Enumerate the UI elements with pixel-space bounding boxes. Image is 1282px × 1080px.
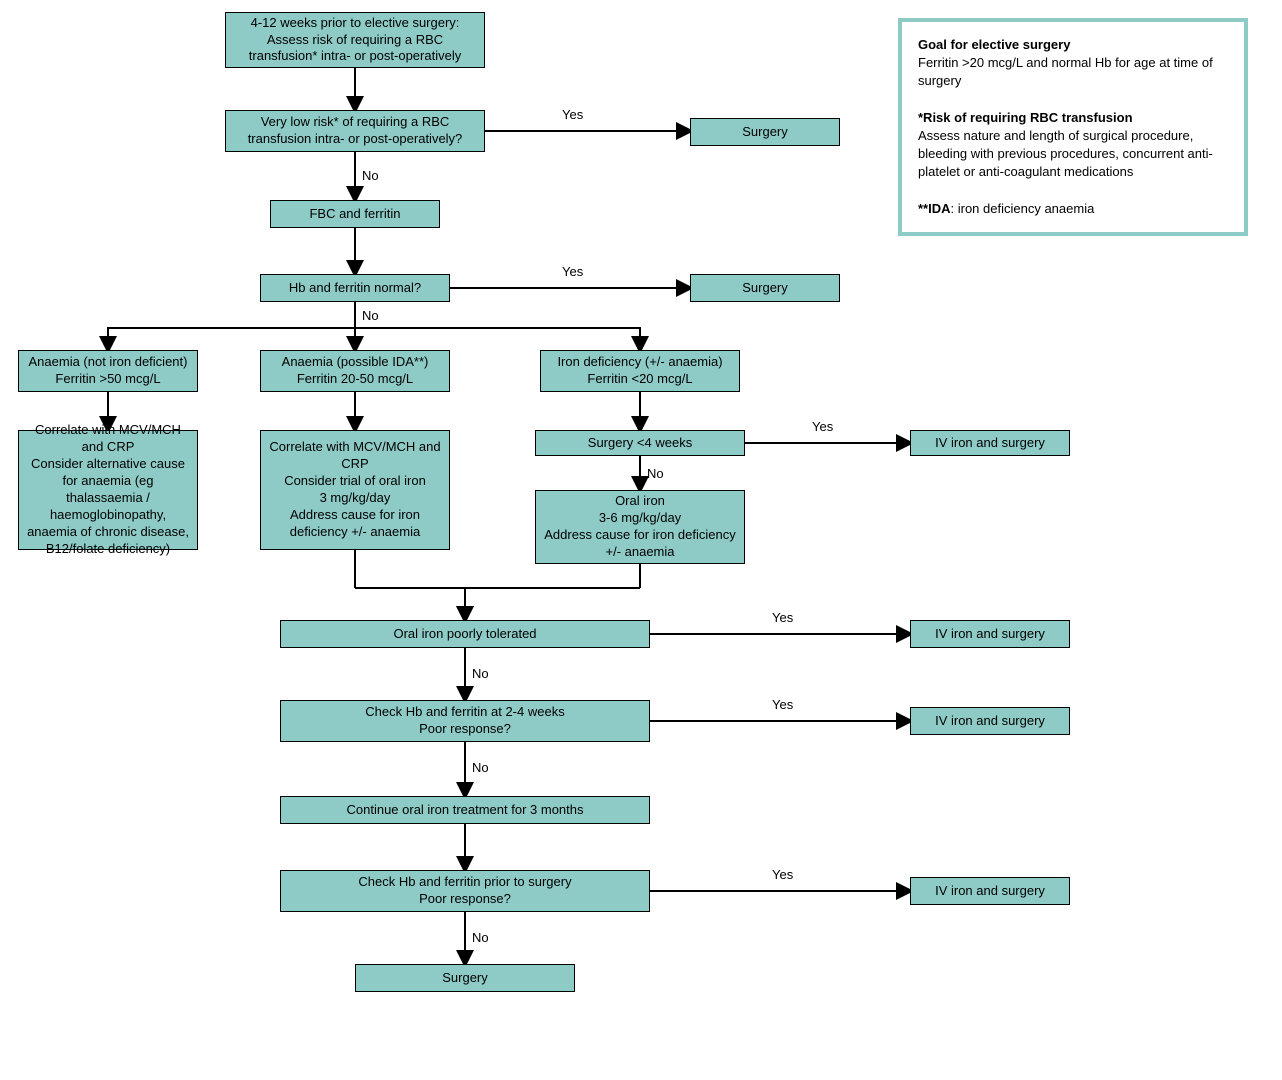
node-assess-risk: 4-12 weeks prior to elective surgery: As… (225, 12, 485, 68)
edge-label-no: No (362, 308, 379, 323)
sidebox-ida-title: **IDA (918, 201, 951, 216)
edge-label-no: No (362, 168, 379, 183)
node-iv-iron-3: IV iron and surgery (910, 707, 1070, 735)
edge-label-yes: Yes (772, 610, 793, 625)
edge-label-yes: Yes (772, 867, 793, 882)
sidebox-goal-text: Ferritin >20 mcg/L and normal Hb for age… (918, 54, 1228, 90)
node-anaemia-possible-ida: Anaemia (possible IDA**)Ferritin 20-50 m… (260, 350, 450, 392)
node-iv-iron-1: IV iron and surgery (910, 430, 1070, 456)
node-iv-iron-4: IV iron and surgery (910, 877, 1070, 905)
sidebox-risk-title: *Risk of requiring RBC transfusion (918, 110, 1133, 125)
edge-label-no: No (472, 930, 489, 945)
node-correlate-1: Correlate with MCV/MCH and CRPConsider a… (18, 430, 198, 550)
edge-label-no: No (472, 666, 489, 681)
node-continue-3months: Continue oral iron treatment for 3 month… (280, 796, 650, 824)
edge-label-yes: Yes (772, 697, 793, 712)
node-iv-iron-2: IV iron and surgery (910, 620, 1070, 648)
node-oral-iron: Oral iron3-6 mg/kg/dayAddress cause for … (535, 490, 745, 564)
edge-label-no: No (472, 760, 489, 775)
node-surgery-final: Surgery (355, 964, 575, 992)
node-surgery-1: Surgery (690, 118, 840, 146)
node-very-low-risk: Very low risk* of requiring a RBC transf… (225, 110, 485, 152)
node-hb-ferritin-normal: Hb and ferritin normal? (260, 274, 450, 302)
sidebox-risk-text: Assess nature and length of surgical pro… (918, 127, 1228, 182)
node-check-2-4weeks: Check Hb and ferritin at 2-4 weeksPoor r… (280, 700, 650, 742)
node-iron-deficiency: Iron deficiency (+/- anaemia)Ferritin <2… (540, 350, 740, 392)
node-anaemia-not-iron: Anaemia (not iron deficient)Ferritin >50… (18, 350, 198, 392)
node-correlate-2: Correlate with MCV/MCH and CRPConsider t… (260, 430, 450, 550)
edge-label-yes: Yes (562, 264, 583, 279)
sidebox-ida-text: : iron deficiency anaemia (951, 201, 1095, 216)
node-oral-poor-tolerated: Oral iron poorly tolerated (280, 620, 650, 648)
node-check-prior-surgery: Check Hb and ferritin prior to surgeryPo… (280, 870, 650, 912)
edge-label-yes: Yes (812, 419, 833, 434)
info-sidebox: Goal for elective surgery Ferritin >20 m… (898, 18, 1248, 236)
node-fbc-ferritin: FBC and ferritin (270, 200, 440, 228)
edge-label-yes: Yes (562, 107, 583, 122)
sidebox-goal-title: Goal for elective surgery (918, 37, 1070, 52)
node-surgery-2: Surgery (690, 274, 840, 302)
edge-label-no: No (647, 466, 664, 481)
node-surgery-4weeks: Surgery <4 weeks (535, 430, 745, 456)
